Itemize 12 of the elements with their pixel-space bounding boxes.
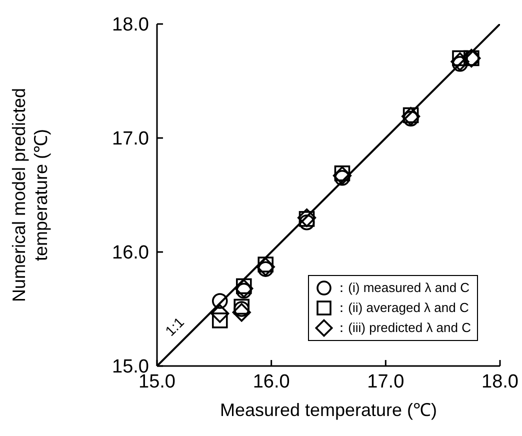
y-axis-title: Numerical model predicted temperature (℃) (9, 88, 51, 302)
legend-label: ：(iii) predicted λ and C (335, 319, 471, 337)
x-tick-label: 18.0 (482, 371, 518, 392)
legend-label: ：(ii) averaged λ and C (335, 299, 469, 317)
x-axis-title: Measured temperature (℃) (220, 400, 438, 420)
annotation: 1:1 (162, 314, 188, 340)
x-tick-label: 16.0 (252, 371, 290, 392)
x-tick-label: 17.0 (367, 371, 404, 392)
y-tick-label: 16.0 (112, 242, 149, 264)
y-tick-label: 17.0 (112, 128, 149, 150)
legend-label: ：(i) measured λ and C (335, 279, 470, 297)
y-tick-label: 18.0 (112, 14, 149, 36)
